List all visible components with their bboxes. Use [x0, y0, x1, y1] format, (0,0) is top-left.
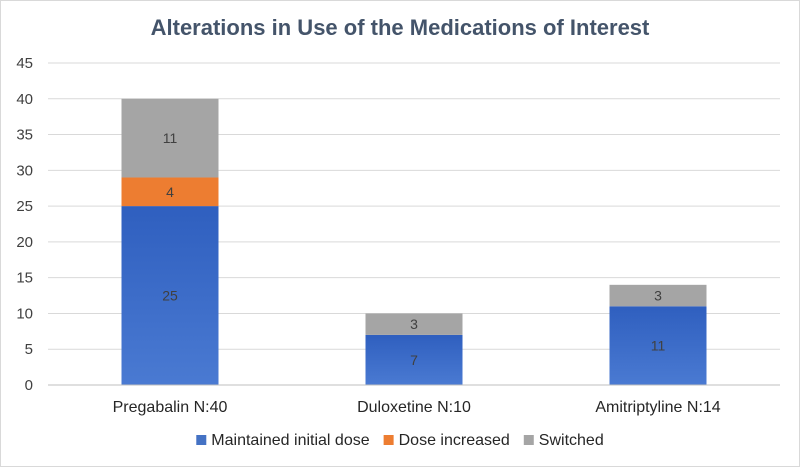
bar-segment [121, 177, 219, 207]
data-label: 4 [166, 184, 174, 200]
legend-swatch [523, 435, 534, 445]
legend-item: Switched [523, 432, 604, 449]
y-tick-label: 45 [16, 55, 33, 72]
bar-segment [365, 334, 463, 385]
y-tick-label: 20 [16, 234, 33, 251]
bars [121, 98, 707, 385]
y-tick-label: 25 [16, 198, 33, 215]
legend: Maintained initial dose Dose increased Swi… [196, 432, 604, 449]
data-labels: 25 4 11 7 3 11 3 [162, 130, 665, 368]
legend-item: Maintained initial dose [196, 432, 370, 449]
chart-title: Alterations in Use of the Medications of… [151, 15, 650, 40]
y-tick-label: 5 [25, 341, 33, 358]
legend-swatch [383, 435, 394, 445]
y-tick-label: 40 [16, 91, 33, 108]
x-category-label: Duloxetine N:10 [357, 399, 471, 416]
bar-segment [121, 98, 219, 178]
y-tick-label: 30 [16, 162, 33, 179]
bar-segment [365, 313, 463, 335]
x-category-label: Amitriptyline N:14 [595, 399, 720, 416]
y-tick-label: 35 [16, 127, 33, 144]
legend-label: Switched [539, 432, 604, 449]
legend-label: Dose increased [399, 432, 510, 449]
y-axis-ticks: 0 5 10 15 20 25 30 35 40 45 [16, 55, 33, 394]
y-tick-label: 10 [16, 305, 33, 322]
data-label: 11 [163, 130, 178, 146]
bar-segment [121, 206, 219, 385]
bar-segment [609, 306, 707, 385]
data-label: 7 [410, 352, 418, 368]
y-tick-label: 15 [16, 270, 33, 287]
x-category-label: Pregabalin N:40 [113, 399, 228, 416]
legend-swatch [196, 435, 207, 445]
legend-item: Dose increased [383, 432, 510, 449]
data-label: 11 [651, 338, 666, 354]
data-label: 3 [410, 316, 418, 332]
data-label: 3 [654, 288, 662, 304]
legend-label: Maintained initial dose [211, 432, 369, 449]
bar-segment [609, 284, 707, 307]
data-label: 25 [162, 288, 178, 304]
y-tick-label: 0 [25, 377, 33, 394]
x-axis: Pregabalin N:40 Duloxetine N:10 Amitriptyl… [48, 384, 780, 416]
